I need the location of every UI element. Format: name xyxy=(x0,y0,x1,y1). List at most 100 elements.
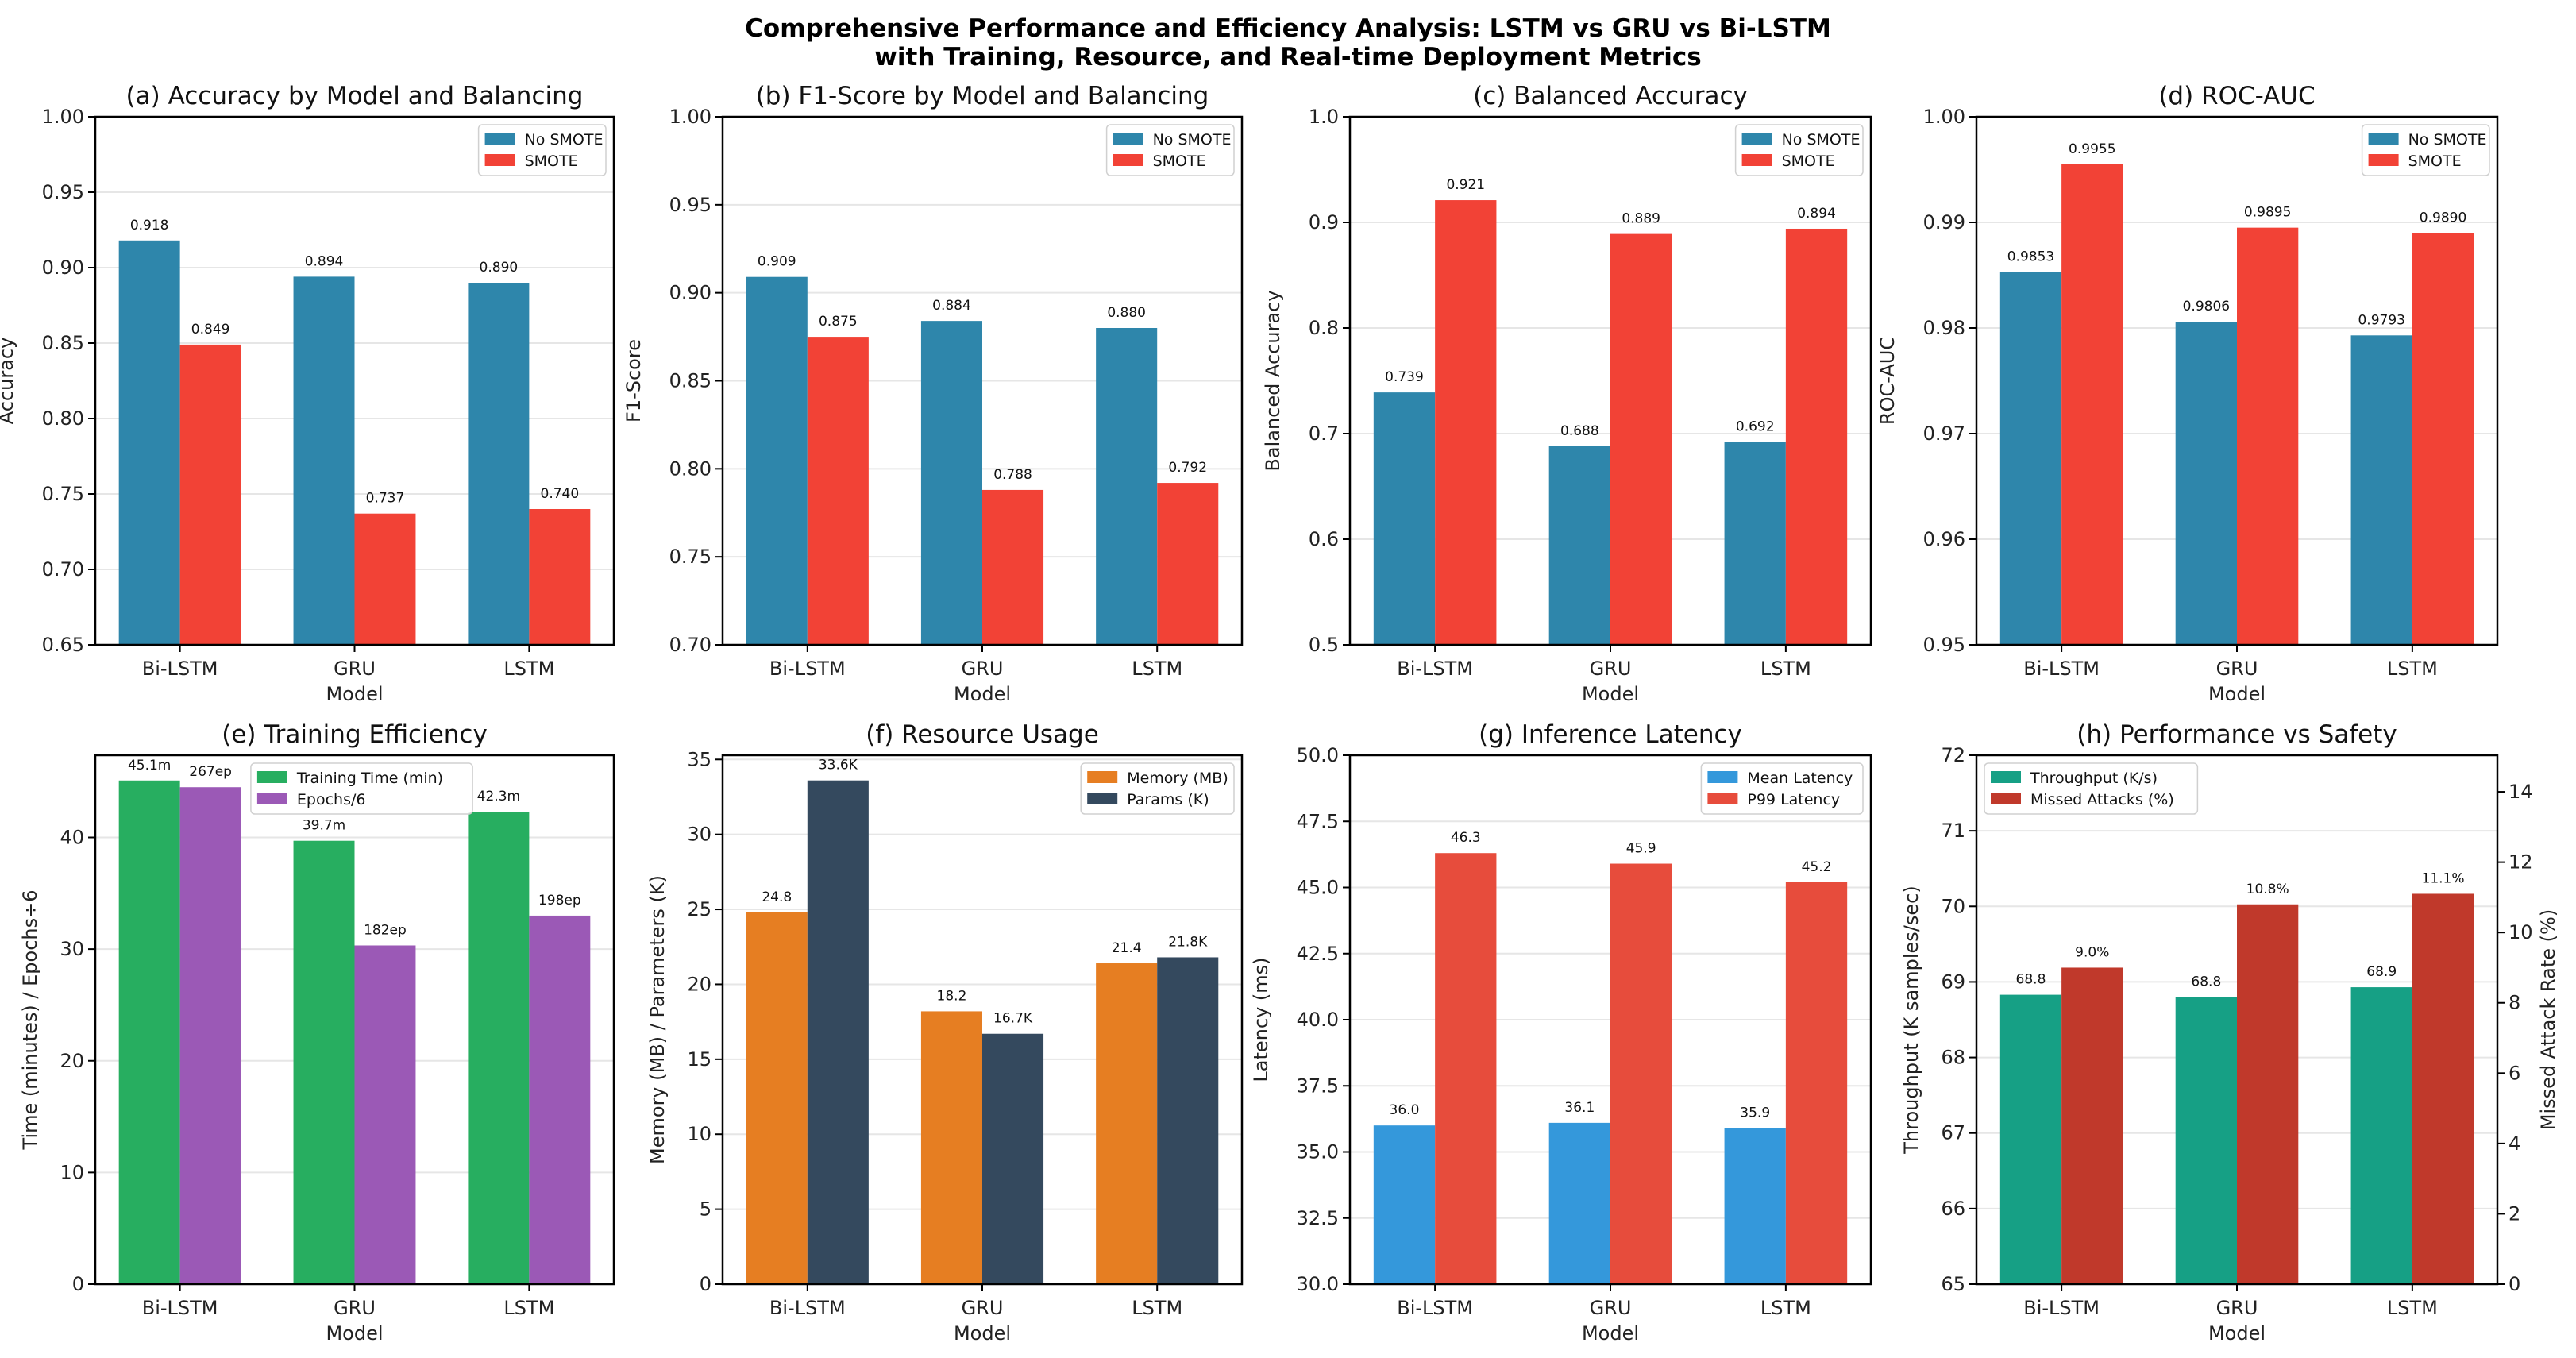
bar-bi-lstm-series-0 xyxy=(118,780,180,1284)
bar-bi-lstm-series-0 xyxy=(1999,994,2062,1284)
y-axis-label: F1-Score xyxy=(623,339,645,422)
panel-title: (b) F1-Score by Model and Balancing xyxy=(756,82,1209,110)
bar-lstm-series-1 xyxy=(529,509,591,645)
bar-lstm-series-1 xyxy=(2412,893,2474,1284)
panel-title: (e) Training Efficiency xyxy=(222,720,488,749)
data-label: 0.880 xyxy=(1107,305,1146,321)
legend-swatch xyxy=(484,133,515,145)
legend-box xyxy=(1080,762,1235,815)
data-label: 0.9955 xyxy=(2069,141,2115,157)
bar-lstm-series-1 xyxy=(1785,228,1848,646)
x-tick-label: GRU xyxy=(1590,1297,1632,1319)
data-label: 0.792 xyxy=(1168,460,1207,476)
data-label: 0.849 xyxy=(191,322,230,338)
bar-bi-lstm-series-1 xyxy=(1435,853,1497,1284)
x-tick-label: LSTM xyxy=(1132,1297,1182,1319)
x-tick-label: GRU xyxy=(2216,658,2258,680)
x-tick-label: LSTM xyxy=(2387,658,2438,680)
y-tick-label: 0.6 xyxy=(1309,528,1339,550)
y-tick-label: 0.96 xyxy=(1923,528,1965,550)
x-tick-label: LSTM xyxy=(2387,1297,2438,1319)
data-label: 68.8 xyxy=(2016,972,2046,988)
bar-bi-lstm-series-1 xyxy=(179,344,241,645)
y-axis-label: Accuracy xyxy=(0,338,17,425)
y2-tick-label: 8 xyxy=(2509,992,2520,1014)
data-label: 0.894 xyxy=(305,253,344,269)
x-tick-label: Bi-LSTM xyxy=(1397,658,1473,680)
data-label: 0.909 xyxy=(758,254,796,270)
panel-b: 0.70 0.75 0.80 0.85 0.90 0.95 1.00 0.909 0.884 0.… xyxy=(623,82,1244,705)
y-tick-label: 0.8 xyxy=(1309,317,1339,339)
data-label: 10.8% xyxy=(2246,882,2289,897)
data-label: 9.0% xyxy=(2075,944,2109,960)
data-label: 0.9890 xyxy=(2420,210,2466,226)
y-tick-label: 15 xyxy=(687,1048,711,1071)
bar-bi-lstm-series-1 xyxy=(807,780,869,1284)
y-tick-label: 30 xyxy=(60,938,84,960)
bar-bi-lstm-series-0 xyxy=(746,276,808,645)
y-axis-label: Throughput (K samples/sec) xyxy=(1900,885,1922,1154)
y-tick-label: 0 xyxy=(700,1273,711,1295)
data-label: 24.8 xyxy=(762,889,792,905)
x-axis-label: Model xyxy=(2208,1322,2266,1344)
data-label: 0.875 xyxy=(819,314,858,330)
y-tick-label: 0.98 xyxy=(1923,317,1965,339)
figure-title-line1: Comprehensive Performance and Efficiency… xyxy=(745,14,1831,43)
x-tick-label: LSTM xyxy=(503,658,554,680)
bar-bi-lstm-series-0 xyxy=(118,240,180,645)
y-tick-label: 0.75 xyxy=(669,546,711,568)
bar-gru-series-0 xyxy=(1548,1122,1610,1284)
panel-f: 0 5 10 15 20 25 30 35 24.8 18.2 21.4 33.6K 16.7K 21.8… xyxy=(646,720,1244,1344)
bar-lstm-series-1 xyxy=(529,915,591,1284)
y-tick-label: 32.5 xyxy=(1297,1207,1339,1229)
y-tick-label: 40.0 xyxy=(1297,1009,1339,1031)
y-tick-label: 0.95 xyxy=(1923,634,1965,656)
legend-label: No SMOTE xyxy=(1153,131,1232,149)
y2-tick-label: 0 xyxy=(2509,1273,2520,1295)
y-tick-label: 0.9 xyxy=(1309,211,1339,233)
bar-lstm-series-0 xyxy=(1096,328,1158,645)
data-label: 33.6K xyxy=(819,758,858,774)
legend-label: Throughput (K/s) xyxy=(2030,770,2158,787)
data-label: 45.2 xyxy=(1802,859,1832,875)
y-tick-label: 42.5 xyxy=(1297,943,1339,965)
x-axis-label: Model xyxy=(326,1322,383,1344)
bar-bi-lstm-series-1 xyxy=(179,787,241,1284)
legend-box xyxy=(1984,762,2199,815)
bar-gru-series-0 xyxy=(293,276,355,645)
y2-axis-label: Missed Attack Rate (%) xyxy=(2537,909,2559,1130)
y2-tick-label: 2 xyxy=(2509,1202,2520,1225)
y-tick-label: 0.99 xyxy=(1923,211,1965,233)
data-label: 198ep xyxy=(538,893,581,909)
y2-tick-label: 10 xyxy=(2509,921,2533,943)
y-tick-label: 0 xyxy=(72,1273,84,1295)
y-tick-label: 20 xyxy=(60,1050,84,1072)
x-tick-label: GRU xyxy=(1590,658,1632,680)
legend-label: SMOTE xyxy=(1782,152,1835,170)
x-tick-label: GRU xyxy=(334,1297,376,1319)
legend-label: No SMOTE xyxy=(1782,131,1861,149)
x-tick-label: LSTM xyxy=(1132,658,1182,680)
legend: No SMOTE SMOTE xyxy=(1734,124,1864,176)
legend-swatch xyxy=(1113,133,1143,145)
data-label: 45.9 xyxy=(1626,841,1656,857)
bar-lstm-series-1 xyxy=(1157,483,1219,645)
x-tick-label: Bi-LSTM xyxy=(142,658,218,680)
y-tick-label: 0.85 xyxy=(669,370,711,392)
bar-gru-series-1 xyxy=(2237,227,2299,645)
data-label: 0.9853 xyxy=(2007,249,2054,265)
legend-label: SMOTE xyxy=(2408,152,2462,170)
data-label: 0.921 xyxy=(1446,177,1485,193)
x-axis-label: Model xyxy=(1582,1322,1639,1344)
legend: Throughput (K/s) Missed Attacks (%) xyxy=(1984,762,2199,815)
y2-tick-label: 14 xyxy=(2509,781,2533,803)
legend-swatch xyxy=(1707,793,1738,804)
legend-label: Missed Attacks (%) xyxy=(2030,791,2174,808)
bar-bi-lstm-series-0 xyxy=(1373,392,1436,645)
y-tick-label: 0.90 xyxy=(42,257,84,279)
bar-lstm-series-0 xyxy=(1724,1128,1786,1284)
y-tick-label: 0.85 xyxy=(42,332,84,354)
y-axis-label: Memory (MB) / Parameters (K) xyxy=(646,875,669,1164)
x-axis-label: Model xyxy=(954,683,1011,705)
y-tick-label: 0.70 xyxy=(669,634,711,656)
